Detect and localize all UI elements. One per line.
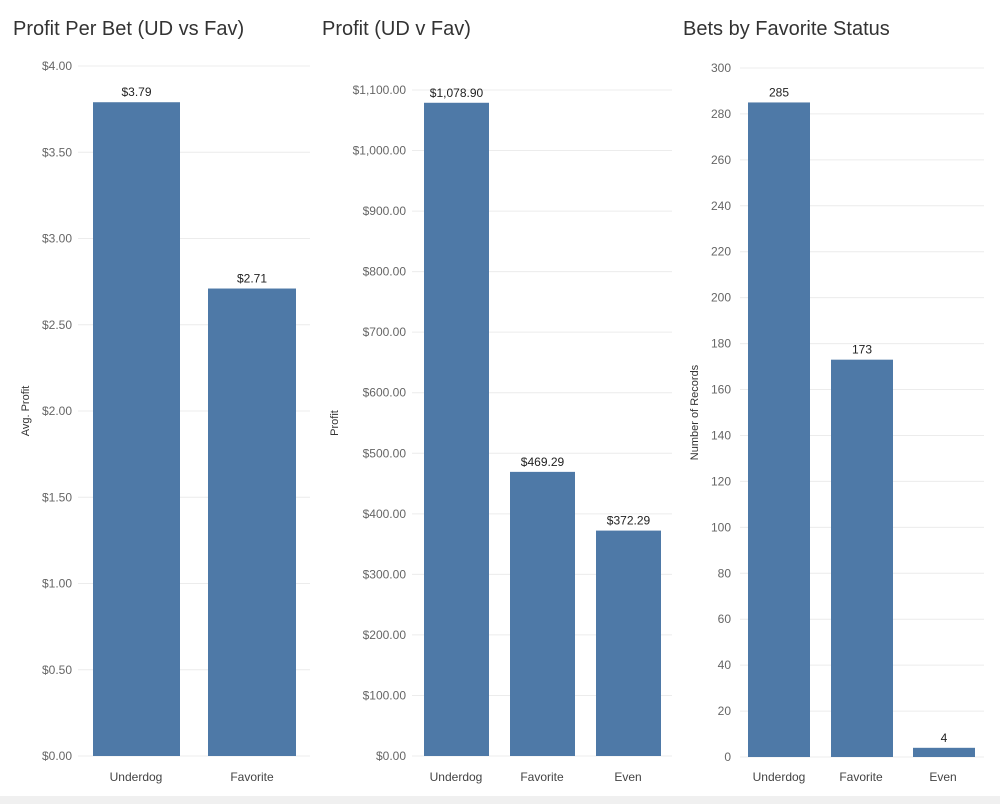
y-tick-label: $2.50 [42,318,72,332]
y-tick-label: $1.50 [42,490,72,504]
y-tick-label: $200.00 [363,628,407,642]
y-tick-label: 140 [711,428,731,442]
category-label: Underdog [110,770,163,784]
bar-value-label: $469.29 [521,455,565,469]
bar [596,530,661,756]
y-axis-label: Profit [329,410,341,436]
y-tick-label: $900.00 [363,204,407,218]
category-label: Favorite [230,770,274,784]
y-tick-label: 240 [711,199,731,213]
bar-value-label: $1,078.90 [430,86,484,100]
bar-value-label: 285 [769,85,789,99]
category-label: Favorite [520,770,564,784]
bar-value-label: $2.71 [237,272,267,286]
y-tick-label: $2.00 [42,404,72,418]
y-tick-label: $100.00 [363,688,407,702]
y-tick-label: 160 [711,383,731,397]
bar-value-label: $3.79 [121,85,151,99]
y-tick-label: $1,100.00 [353,83,407,97]
category-label: Underdog [430,770,483,784]
bar [93,102,180,757]
chart-title: Bets by Favorite Status [683,18,890,40]
y-tick-label: $0.50 [42,663,72,677]
bar-value-label: $372.29 [607,514,651,528]
y-tick-label: $4.00 [42,59,72,73]
y-axis-label: Number of Records [689,364,701,460]
category-label: Even [929,770,956,784]
chart-title: Profit Per Bet (UD vs Fav) [13,18,244,40]
bar [831,359,893,757]
y-tick-label: 180 [711,337,731,351]
y-tick-label: 20 [718,704,732,718]
bar [748,102,810,757]
y-tick-label: 220 [711,245,731,259]
y-tick-label: $500.00 [363,446,407,460]
y-tick-label: 260 [711,153,731,167]
y-tick-label: $1,000.00 [353,144,407,158]
bar-value-label: 173 [852,343,872,357]
footer-strip [0,796,1000,804]
category-label: Even [614,770,641,784]
y-tick-label: 280 [711,107,731,121]
y-tick-label: $300.00 [363,567,407,581]
y-tick-label: 60 [718,612,732,626]
y-tick-label: $3.50 [42,145,72,159]
category-label: Favorite [839,770,883,784]
chart-title: Profit (UD v Fav) [322,18,471,40]
y-tick-label: $700.00 [363,325,407,339]
y-tick-label: 80 [718,566,732,580]
bar [510,471,575,756]
y-tick-label: 0 [724,750,731,764]
y-tick-label: $1.00 [42,577,72,591]
y-tick-label: 300 [711,61,731,75]
y-tick-label: 200 [711,291,731,305]
category-label: Underdog [753,770,806,784]
y-axis-label: Avg. Profit [20,386,32,437]
y-tick-label: 100 [711,520,731,534]
y-tick-label: $0.00 [42,749,72,763]
bar [913,747,975,757]
y-tick-label: $800.00 [363,265,407,279]
y-tick-label: $3.00 [42,232,72,246]
y-tick-label: $600.00 [363,386,407,400]
y-tick-label: $400.00 [363,507,407,521]
y-tick-label: $0.00 [376,749,406,763]
bar-value-label: 4 [941,731,948,745]
bar [208,288,296,756]
bar [424,102,489,757]
y-tick-label: 40 [718,658,732,672]
y-tick-label: 120 [711,474,731,488]
